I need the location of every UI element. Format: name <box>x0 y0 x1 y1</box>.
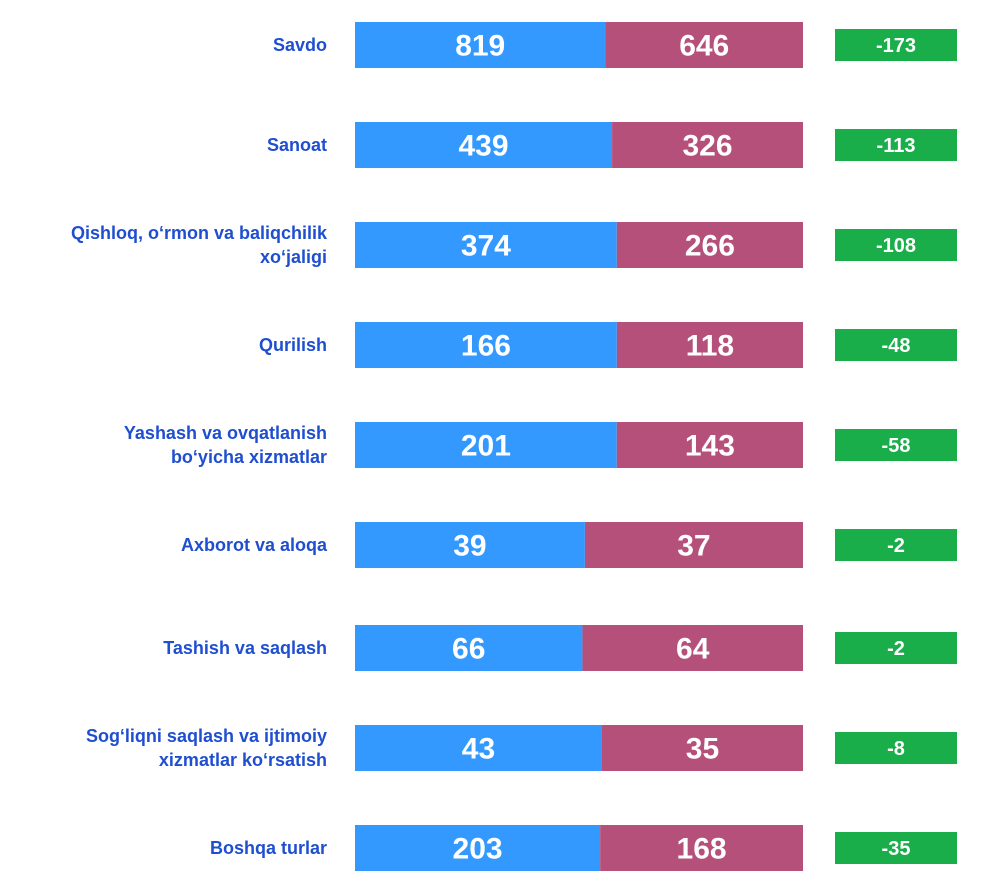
difference-label: -8 <box>887 738 905 760</box>
bar-segment <box>582 625 803 671</box>
difference-label: -173 <box>876 35 916 57</box>
difference-label: -2 <box>887 638 905 660</box>
difference-label: -2 <box>887 535 905 557</box>
difference-label: -108 <box>876 235 916 257</box>
category-label: Yashash va ovqatlanish bo‘yicha xizmatla… <box>123 423 327 467</box>
difference-box <box>835 329 957 361</box>
bar-segment <box>601 725 803 771</box>
value-label: 43 <box>462 733 495 766</box>
bar-segment <box>355 322 617 368</box>
difference-box <box>835 129 957 161</box>
value-label: 64 <box>676 633 710 666</box>
category-label: Axborot va aloqa <box>180 535 327 555</box>
bar-segment <box>616 322 803 368</box>
value-label: 646 <box>679 30 729 63</box>
value-label: 266 <box>685 230 735 263</box>
value-label: 201 <box>461 430 511 463</box>
category-label: Sanoat <box>266 135 327 155</box>
difference-box <box>835 732 957 764</box>
difference-box <box>835 832 957 864</box>
difference-box <box>835 229 957 261</box>
bar-segment <box>355 122 613 168</box>
difference-box <box>835 29 957 61</box>
category-label: Qishloq, o‘rmon va baliqchilik xo‘jaligi <box>70 223 327 267</box>
category-label: Tashish va saqlash <box>163 638 327 658</box>
bar-segment <box>355 222 617 268</box>
category-label: Sog‘liqni saqlash va ijtimoiy xizmatlar … <box>85 726 327 770</box>
bar-segment <box>355 22 606 68</box>
category-label: Savdo <box>272 35 327 55</box>
difference-box <box>835 632 957 664</box>
bar-segment <box>355 725 602 771</box>
difference-label: -58 <box>882 435 911 457</box>
difference-box <box>835 529 957 561</box>
bar-segment <box>355 625 583 671</box>
bar-segment <box>584 522 803 568</box>
value-label: 143 <box>685 430 735 463</box>
value-label: 168 <box>677 833 727 866</box>
value-label: 166 <box>461 330 511 363</box>
difference-box <box>835 429 957 461</box>
bar-segment <box>605 22 803 68</box>
value-label: 39 <box>453 530 486 563</box>
bar-segment <box>355 422 617 468</box>
category-label: Qurilish <box>258 335 327 355</box>
value-label: 326 <box>683 130 733 163</box>
difference-label: -48 <box>882 335 911 357</box>
value-label: 203 <box>453 833 503 866</box>
bar-segment <box>616 222 803 268</box>
difference-label: -113 <box>877 135 916 157</box>
bar-segment <box>612 122 803 168</box>
bar-segment <box>616 422 803 468</box>
value-label: 37 <box>677 530 710 563</box>
value-label: 819 <box>455 30 505 63</box>
value-label: 118 <box>686 330 734 363</box>
bar-segment <box>355 825 601 871</box>
bar-segment <box>600 825 803 871</box>
difference-label: -35 <box>882 838 911 860</box>
value-label: 66 <box>452 633 485 666</box>
value-label: 374 <box>461 230 511 263</box>
value-label: 35 <box>686 733 719 766</box>
category-label: Boshqa turlar <box>209 838 327 858</box>
bar-segment <box>355 522 585 568</box>
value-label: 439 <box>459 130 509 163</box>
